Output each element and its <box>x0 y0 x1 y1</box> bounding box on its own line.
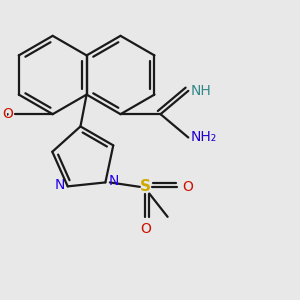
Text: O: O <box>2 107 13 121</box>
Text: S: S <box>140 179 151 194</box>
Text: O: O <box>140 222 151 236</box>
Text: NH: NH <box>191 84 212 98</box>
Text: O: O <box>182 180 193 194</box>
Text: N: N <box>55 178 65 192</box>
Text: N: N <box>108 174 118 188</box>
Text: NH₂: NH₂ <box>191 130 217 145</box>
